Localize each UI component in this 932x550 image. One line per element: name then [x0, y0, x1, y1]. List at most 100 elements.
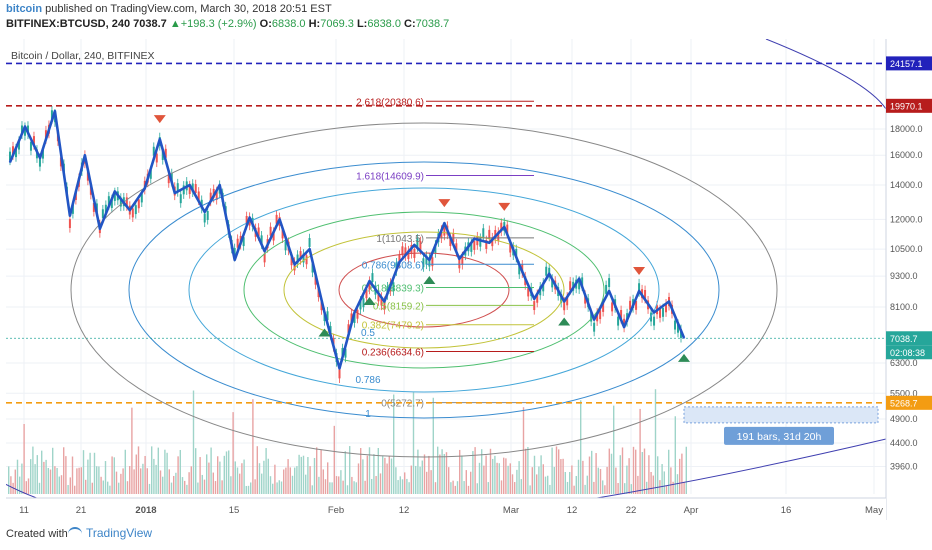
- volume-bar: [476, 483, 478, 494]
- candle-body: [236, 238, 239, 248]
- candle-body: [407, 250, 410, 260]
- x-tick-label: 12: [399, 505, 410, 516]
- price-chart[interactable]: 0.5 0.786 1 2.618(20380.6) 1.618(14609.9) 1(…: [6, 39, 932, 520]
- volume-bar: [657, 456, 659, 494]
- volume-bar: [142, 463, 144, 494]
- volume-bar: [27, 478, 30, 494]
- candle-body: [536, 293, 539, 303]
- candle-body: [302, 253, 305, 263]
- fib-level-label: 0.236(6634.6): [362, 347, 424, 358]
- candle-body: [269, 226, 272, 236]
- y-axis-bg: [886, 39, 932, 520]
- volume-bar: [681, 453, 683, 494]
- x-axis-bg: [6, 498, 886, 520]
- publish-info: bitcoin published on TradingView.com, Ma…: [6, 3, 332, 15]
- data-point: [203, 211, 206, 213]
- volume-bar: [498, 463, 500, 494]
- candle-body: [428, 257, 431, 267]
- up-arrow-icon: [678, 353, 690, 362]
- candle-body: [665, 303, 668, 313]
- volume-bar: [509, 463, 511, 494]
- down-arrow-icon: [438, 199, 451, 208]
- data-point: [188, 184, 191, 186]
- open-value: 6838.0: [271, 18, 306, 30]
- volume-bar: [239, 473, 241, 494]
- data-point: [593, 318, 595, 321]
- volume-bar: [456, 481, 459, 494]
- x-tick-label: 16: [781, 505, 792, 516]
- author-name[interactable]: bitcoin: [6, 3, 43, 15]
- volume-bar: [599, 468, 602, 494]
- horizontal-lines-layer: 191 bars, 31d 20h: [6, 62, 886, 445]
- volume-bar: [307, 457, 309, 494]
- candle-body: [203, 213, 206, 223]
- candle-body: [608, 278, 611, 288]
- volume-bar: [45, 459, 47, 494]
- data-point: [263, 250, 266, 253]
- volume-bar: [467, 485, 470, 494]
- volume-bar: [102, 480, 104, 494]
- volume-bar: [291, 475, 294, 494]
- x-tick-label: Apr: [684, 505, 699, 516]
- volume-bar: [179, 449, 181, 494]
- volume-bar: [463, 481, 465, 494]
- volume-bar: [135, 454, 137, 494]
- ellipse-label: 0.5: [361, 328, 375, 339]
- axis-layer: 18000.0 16000.0 14000.0 12000.0 10500.0 9300.…: [6, 39, 932, 520]
- volume-bar: [366, 455, 368, 494]
- volume-bar: [115, 471, 118, 494]
- volume-bar: [234, 461, 236, 494]
- data-point: [353, 311, 356, 314]
- data-point: [69, 214, 71, 217]
- fib-level-label: 1.618(14609.9): [356, 171, 424, 182]
- volume-bar: [500, 480, 503, 494]
- volume-bar: [593, 481, 595, 494]
- tradingview-link[interactable]: TradingView: [68, 526, 152, 540]
- candle-body: [347, 324, 350, 334]
- volume-bar: [203, 479, 206, 494]
- volume-bar: [434, 482, 437, 494]
- data-point: [473, 237, 476, 240]
- candle-body: [485, 240, 488, 249]
- volume-bar: [555, 446, 558, 494]
- volume-bar: [377, 448, 379, 494]
- volume-bar: [146, 468, 148, 494]
- up-arrow-icon: [318, 328, 331, 337]
- candle-body: [518, 265, 521, 275]
- fib-level-label: 2.618(20380.6): [356, 97, 424, 108]
- volume-bar: [232, 412, 234, 494]
- volume-bar: [41, 450, 43, 494]
- volume-bar: [577, 459, 580, 494]
- volume-bar: [109, 485, 111, 494]
- candle-body: [605, 284, 608, 294]
- data-point: [578, 277, 580, 280]
- volume-bar: [56, 467, 58, 494]
- candle-body: [470, 242, 473, 252]
- candle-body: [674, 320, 677, 330]
- volume-bar: [60, 475, 63, 494]
- chart-area[interactable]: 0.5 0.786 1 2.618(20380.6) 1.618(14609.9) 1(…: [6, 39, 932, 520]
- volume-bar: [641, 452, 643, 494]
- volume-bar: [426, 471, 428, 494]
- volume-bar: [309, 466, 311, 494]
- volume-bar: [38, 482, 41, 494]
- y-tick-label: 18000.0: [890, 124, 923, 134]
- volume-bar: [628, 458, 630, 494]
- price-tag-bg: [886, 395, 932, 410]
- volume-bar: [558, 449, 560, 494]
- fib-level-label: 0(5272.7): [381, 399, 424, 410]
- candle-body: [659, 308, 662, 318]
- volume-bar: [355, 482, 357, 494]
- volume-bar: [148, 483, 151, 494]
- volume-bar: [133, 469, 135, 494]
- candle-body: [356, 309, 359, 319]
- open-label: O:: [259, 18, 272, 30]
- volume-bar: [16, 459, 19, 494]
- volume-bar: [124, 449, 126, 494]
- up-arrow-icon: [558, 317, 571, 326]
- ellipse-label: 1: [365, 409, 371, 420]
- volume-bar: [450, 482, 452, 494]
- candle-body: [314, 275, 317, 285]
- candle-body: [137, 199, 140, 209]
- volume-bar: [399, 476, 401, 494]
